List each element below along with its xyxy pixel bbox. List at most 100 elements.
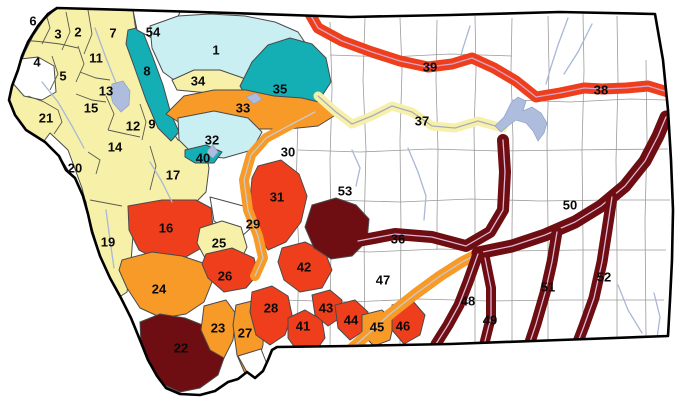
region-label-40: 40 [196, 151, 210, 166]
basin-separator-line [75, 45, 85, 83]
river-line [41, 81, 85, 149]
region-label-50: 50 [563, 198, 577, 213]
state-border [7, 6, 675, 397]
region-label-37: 37 [415, 114, 429, 129]
region-label-54: 54 [146, 25, 161, 40]
basin-separator-line [75, 93, 107, 103]
river-band-centerline [349, 253, 479, 351]
river-band-centerline [317, 95, 504, 129]
region-label-51: 51 [541, 280, 555, 295]
region-42[interactable] [277, 241, 333, 293]
region-24[interactable] [118, 251, 213, 319]
region-label-1: 1 [212, 43, 219, 58]
county-line [615, 15, 619, 338]
river-line [545, 17, 569, 85]
region-label-26: 26 [218, 269, 232, 284]
region-label-13: 13 [99, 84, 113, 99]
region-23[interactable] [200, 299, 237, 359]
region-label-42: 42 [297, 260, 311, 275]
region-label-27: 27 [238, 326, 252, 341]
map-layers [9, 8, 673, 395]
region-label-22: 22 [174, 341, 188, 356]
river-band-centerline [483, 257, 492, 346]
region-label-46: 46 [396, 319, 410, 334]
region-26[interactable] [201, 247, 259, 293]
region-label-44: 44 [344, 313, 359, 328]
basin-separator-line [149, 145, 157, 191]
river-line [105, 209, 115, 269]
county-line [510, 17, 514, 344]
region-label-31: 31 [270, 190, 284, 205]
basin-separator-line [27, 95, 63, 135]
region-label-33: 33 [236, 101, 250, 116]
river-band-centerline [435, 253, 479, 345]
region-label-6: 6 [29, 14, 36, 29]
region-label-43: 43 [319, 301, 333, 316]
region-label-28: 28 [264, 301, 278, 316]
region-label-16: 16 [159, 221, 173, 236]
region-label-49: 49 [483, 313, 497, 328]
white-patch-central[interactable] [209, 196, 254, 238]
region-label-14: 14 [108, 140, 123, 155]
fort-peck-lake [494, 96, 548, 142]
region-label-48: 48 [461, 294, 475, 309]
county-line [329, 21, 333, 347]
region-label-17: 17 [166, 168, 180, 183]
region-label-9: 9 [148, 117, 155, 132]
county-line [435, 19, 439, 250]
region-8[interactable] [125, 26, 180, 142]
river-line [653, 292, 661, 339]
flathead-lake [109, 80, 131, 113]
river-band-centerline [575, 196, 613, 348]
region-label-24: 24 [152, 282, 167, 297]
region-label-5: 5 [59, 69, 66, 84]
county-line [329, 53, 513, 58]
river-line [617, 284, 643, 334]
region-label-38: 38 [594, 83, 608, 98]
region-label-35: 35 [273, 82, 287, 97]
region-label-45: 45 [370, 320, 384, 335]
basin-separator-line [59, 43, 79, 49]
river-line [149, 161, 173, 203]
river-line [351, 149, 361, 187]
river-band-centerline [477, 116, 667, 254]
county-line [362, 17, 367, 347]
region-label-11: 11 [89, 51, 103, 66]
region-label-53: 53 [338, 184, 352, 199]
basin-separator-line [107, 129, 141, 138]
region-label-23: 23 [211, 321, 225, 336]
region-label-8: 8 [143, 64, 150, 79]
region-label-7: 7 [109, 26, 116, 41]
region-label-4: 4 [33, 55, 41, 70]
region-label-20: 20 [68, 161, 82, 176]
region-label-12: 12 [126, 119, 140, 134]
region-label-47: 47 [376, 273, 390, 288]
region-label-52: 52 [597, 270, 611, 285]
river-band-centerline [357, 139, 506, 247]
basin-separator-line [61, 11, 71, 51]
region-label-30: 30 [281, 145, 295, 160]
region-label-36: 36 [391, 232, 405, 247]
region-41[interactable] [287, 309, 326, 353]
basin-separator-line [89, 199, 123, 207]
region-label-32: 32 [205, 133, 219, 148]
tiber-lake [245, 92, 263, 105]
region-label-29: 29 [246, 217, 260, 232]
canyon-ferry-lake [206, 144, 219, 159]
basin-separator-line [79, 71, 111, 81]
region-label-21: 21 [39, 111, 53, 126]
river-band-centerline [309, 13, 673, 98]
region-label-19: 19 [101, 235, 115, 250]
region-label-39: 39 [423, 60, 437, 75]
county-line [644, 59, 648, 337]
basin-separator-line [139, 103, 147, 141]
county-line [297, 148, 669, 153]
region-28[interactable] [249, 285, 293, 346]
region-label-15: 15 [84, 101, 98, 116]
region-label-2: 2 [74, 25, 81, 40]
county-line [399, 17, 403, 345]
river-band-centerline [528, 231, 558, 346]
region-label-34: 34 [191, 74, 206, 89]
